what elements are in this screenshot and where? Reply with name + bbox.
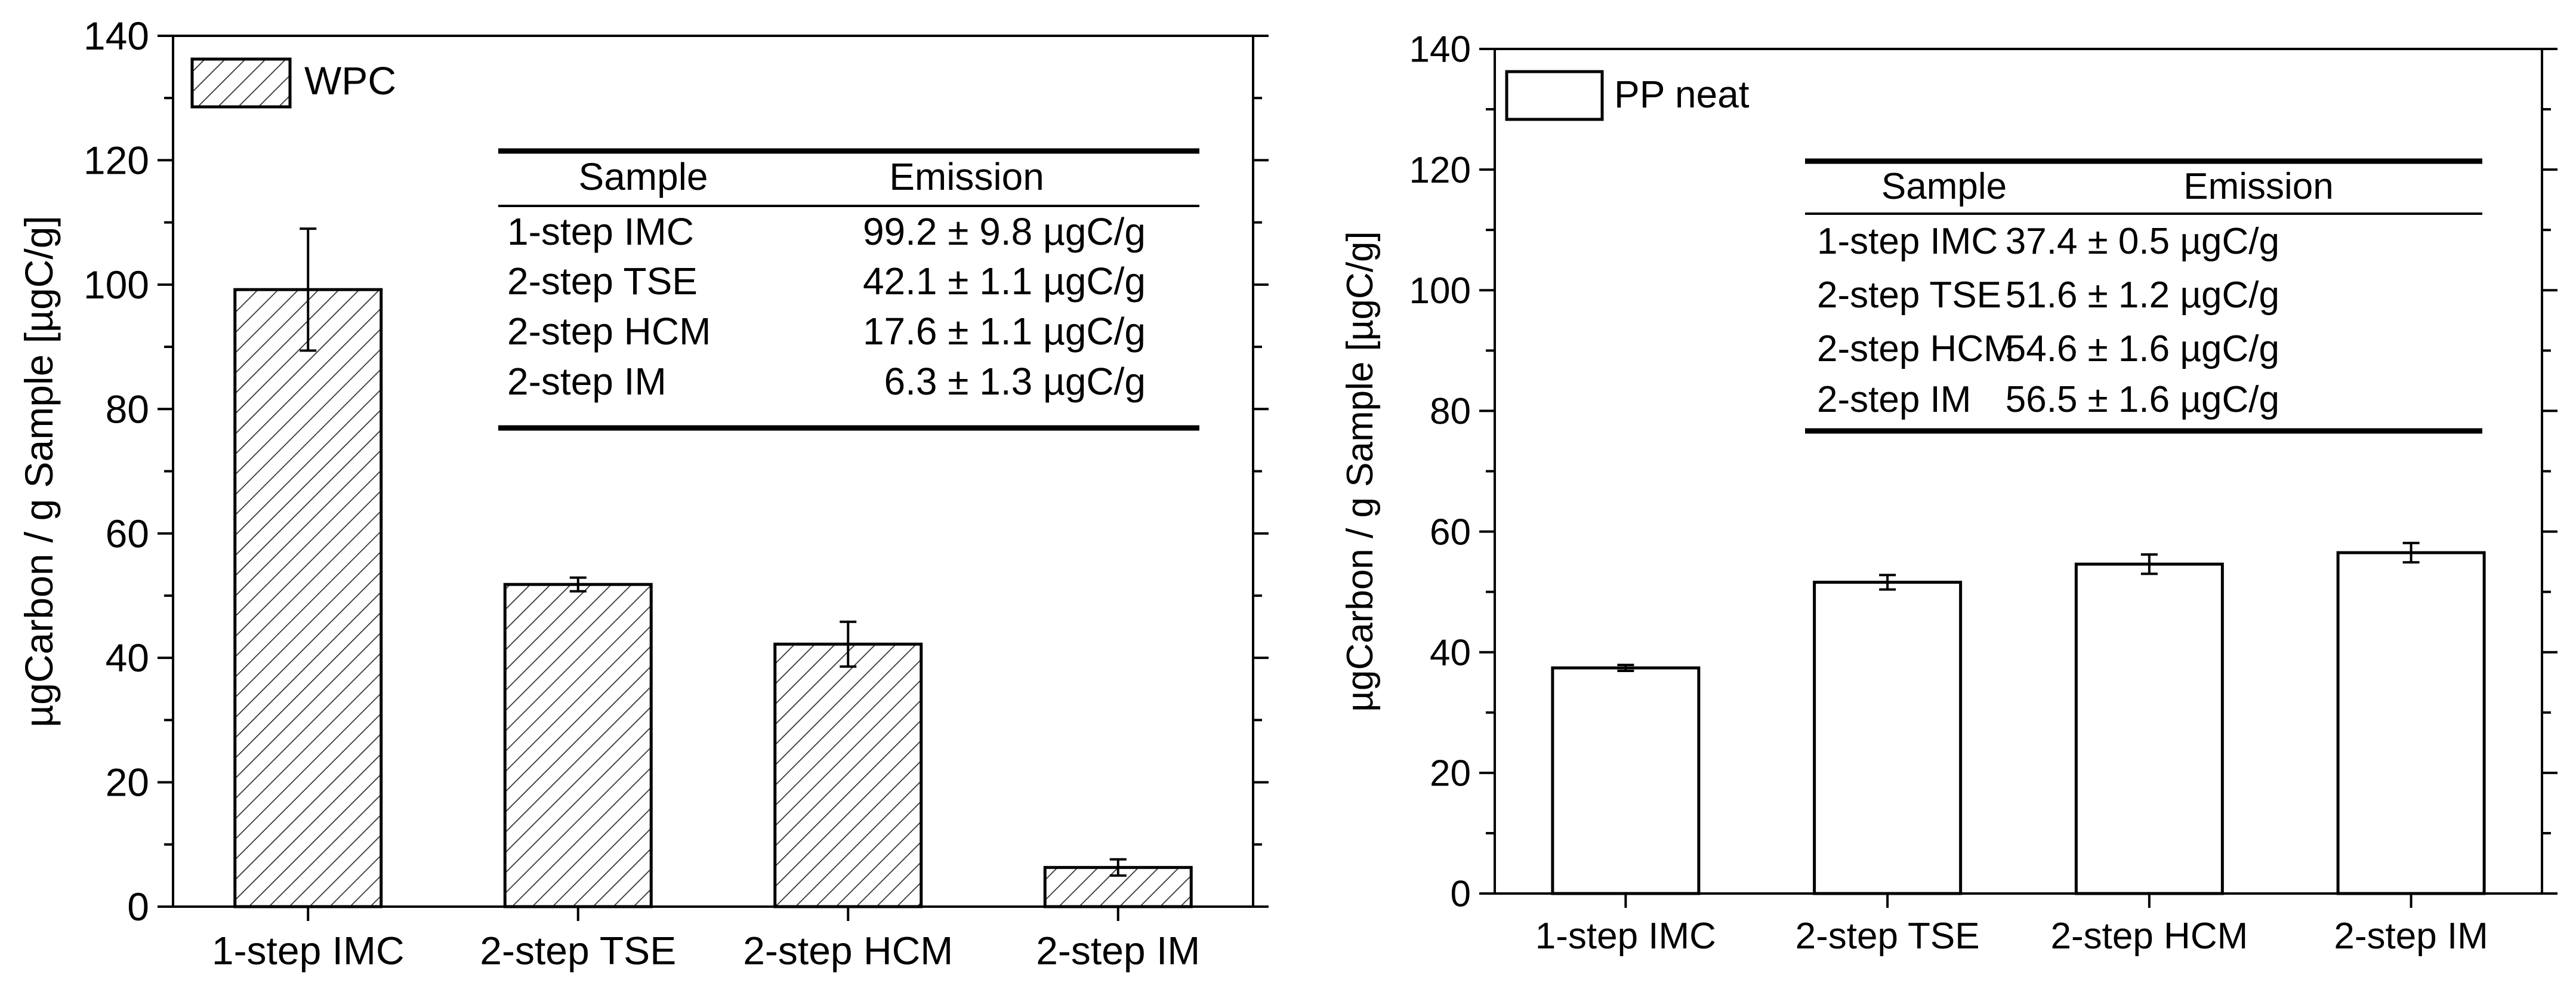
y-tick-label: 60	[1430, 512, 1471, 553]
table-cell-emission: 99.2 ± 9.8 µgC/g	[863, 210, 1146, 253]
legend-swatch	[190, 57, 292, 109]
table-cell-emission: 56.5 ± 1.6 µgC/g	[2006, 379, 2279, 420]
table-cell-emission: 42.1 ± 1.1 µgC/g	[863, 260, 1146, 303]
bar	[2336, 551, 2486, 895]
bar	[773, 642, 923, 908]
wpc-chart: 0 20 40 60 80 100 120 140 1-step IMC 2-step TSE 2-…	[17, 14, 1269, 973]
x-tick-label: 1-step IMC	[212, 929, 405, 973]
table-cell-sample: 2-step HCM	[1817, 328, 2014, 369]
y-tick-label: 40	[1430, 632, 1471, 673]
table-header-emission: Emission	[2183, 166, 2334, 207]
table-header-sample: Sample	[1881, 166, 2007, 207]
pp-neat-chart: 0 20 40 60 80 100 120 140 1-step IMC 2-step TSE 2-…	[1340, 29, 2558, 957]
table-cell-emission: 51.6 ± 1.2 µgC/g	[2006, 275, 2279, 316]
y-tick-label: 60	[106, 512, 149, 556]
y-tick-label: 0	[1451, 874, 1471, 915]
y-axis-label: µgCarbon / g Sample [µgC/g]	[17, 215, 61, 727]
table-cell-emission: 54.6 ± 1.6 µgC/g	[2006, 328, 2279, 369]
table-cell-sample: 2-step HCM	[507, 310, 711, 353]
y-tick-label: 80	[106, 387, 149, 431]
y-tick-label: 20	[106, 760, 149, 805]
y-tick-label: 20	[1430, 753, 1471, 794]
table-header-sample: Sample	[579, 155, 708, 198]
table-cell-emission: 17.6 ± 1.1 µgC/g	[863, 310, 1146, 353]
table-cell-sample: 1-step IMC	[507, 210, 694, 253]
y-tick-label: 140	[1409, 29, 1471, 70]
bar	[233, 288, 383, 908]
legend-swatch	[1505, 70, 1604, 121]
table-cell-sample: 2-step TSE	[1817, 275, 2001, 316]
table-cell-sample: 2-step IM	[507, 360, 667, 403]
y-tick-label: 0	[127, 885, 149, 929]
x-tick-label: 2-step IM	[2334, 916, 2488, 957]
y-tick-label: 100	[1409, 270, 1471, 312]
x-tick-label: 2-step HCM	[2051, 916, 2248, 957]
y-tick-label: 120	[1409, 150, 1471, 191]
y-tick-label: 140	[84, 14, 149, 58]
bar	[1813, 580, 1963, 895]
y-tick-label: 40	[106, 636, 149, 680]
y-tick-label: 80	[1430, 391, 1471, 432]
legend-label: PP neat	[1614, 73, 1750, 116]
x-tick-label: 2-step IM	[1036, 929, 1200, 973]
bar	[1551, 666, 1701, 895]
y-axis-label: µgCarbon / g Sample [µgC/g]	[1340, 231, 1381, 712]
x-tick-label: 2-step TSE	[1796, 916, 1980, 957]
x-tick-label: 2-step TSE	[480, 929, 676, 973]
bar	[503, 583, 653, 908]
table-cell-sample: 2-step TSE	[507, 260, 698, 303]
bar	[2074, 562, 2224, 895]
x-tick-label: 2-step HCM	[743, 929, 953, 973]
x-tick-label: 1-step IMC	[1535, 916, 1716, 957]
table-cell-emission: 6.3 ± 1.3 µgC/g	[884, 360, 1146, 403]
table-cell-emission: 37.4 ± 0.5 µgC/g	[2006, 221, 2279, 262]
table-cell-sample: 1-step IMC	[1817, 221, 1998, 262]
table-header-emission: Emission	[889, 155, 1044, 198]
y-tick-label: 120	[84, 138, 149, 183]
table-cell-sample: 2-step IM	[1817, 379, 1971, 420]
legend-label: WPC	[304, 58, 396, 103]
y-tick-label: 100	[84, 263, 149, 307]
